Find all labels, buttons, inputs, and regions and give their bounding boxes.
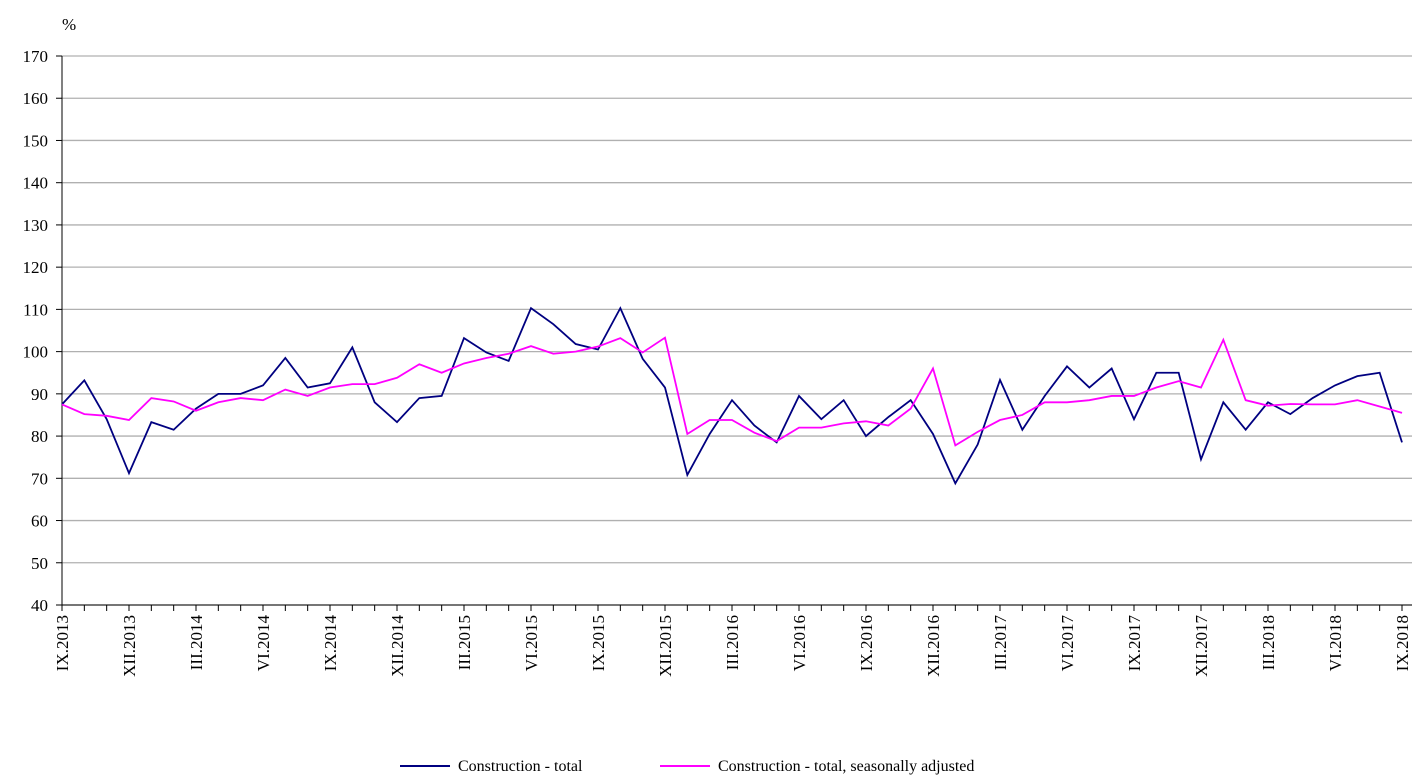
x-tick-label: III.2015 — [455, 615, 474, 670]
x-tick-label: XII.2017 — [1192, 615, 1211, 677]
y-tick-label: 70 — [31, 469, 48, 488]
y-tick-label: 140 — [23, 174, 49, 193]
series-line — [61, 306, 1403, 486]
x-tick-label: VI.2017 — [1058, 615, 1077, 672]
y-tick-label: 170 — [23, 47, 49, 66]
y-tick-label: 110 — [23, 300, 48, 319]
x-tick-label: VI.2015 — [522, 615, 541, 671]
x-tick-label: VI.2014 — [254, 615, 273, 672]
y-tick-label: 90 — [31, 385, 48, 404]
x-tick-label: IX.2017 — [1125, 615, 1144, 672]
x-tick-label: III.2017 — [991, 615, 1010, 671]
x-tick-label: IX.2016 — [857, 615, 876, 671]
y-tick-label: 40 — [31, 596, 48, 615]
y-tick-label: 160 — [23, 89, 49, 108]
x-tick-label: III.2016 — [723, 615, 742, 670]
x-tick-label: IX.2015 — [589, 615, 608, 671]
x-tick-label: III.2014 — [187, 615, 206, 671]
legend-label: Construction - total, seasonally adjuste… — [718, 758, 974, 775]
y-tick-label: 50 — [31, 554, 48, 573]
y-tick-label: 100 — [23, 343, 49, 362]
x-tick-label: IX.2018 — [1393, 615, 1412, 671]
y-tick-label: 60 — [31, 512, 48, 531]
x-tick-label: VI.2016 — [790, 615, 809, 671]
y-tick-label: 130 — [23, 216, 49, 235]
y-tick-label: 80 — [31, 427, 48, 446]
x-tick-label: XII.2016 — [924, 615, 943, 677]
legend-label: Construction - total — [458, 758, 583, 775]
x-tick-label: IX.2014 — [321, 615, 340, 672]
x-tick-label: XII.2014 — [388, 615, 407, 677]
series-line — [61, 336, 1403, 447]
x-tick-label: VI.2018 — [1326, 615, 1345, 671]
x-tick-label: III.2018 — [1259, 615, 1278, 670]
y-tick-label: 150 — [23, 131, 49, 150]
x-tick-label: XII.2013 — [120, 615, 139, 677]
x-tick-label: XII.2015 — [656, 615, 675, 677]
y-tick-label: 120 — [23, 258, 49, 277]
x-tick-label: IX.2013 — [53, 615, 72, 671]
y-axis-label: % — [62, 15, 76, 34]
